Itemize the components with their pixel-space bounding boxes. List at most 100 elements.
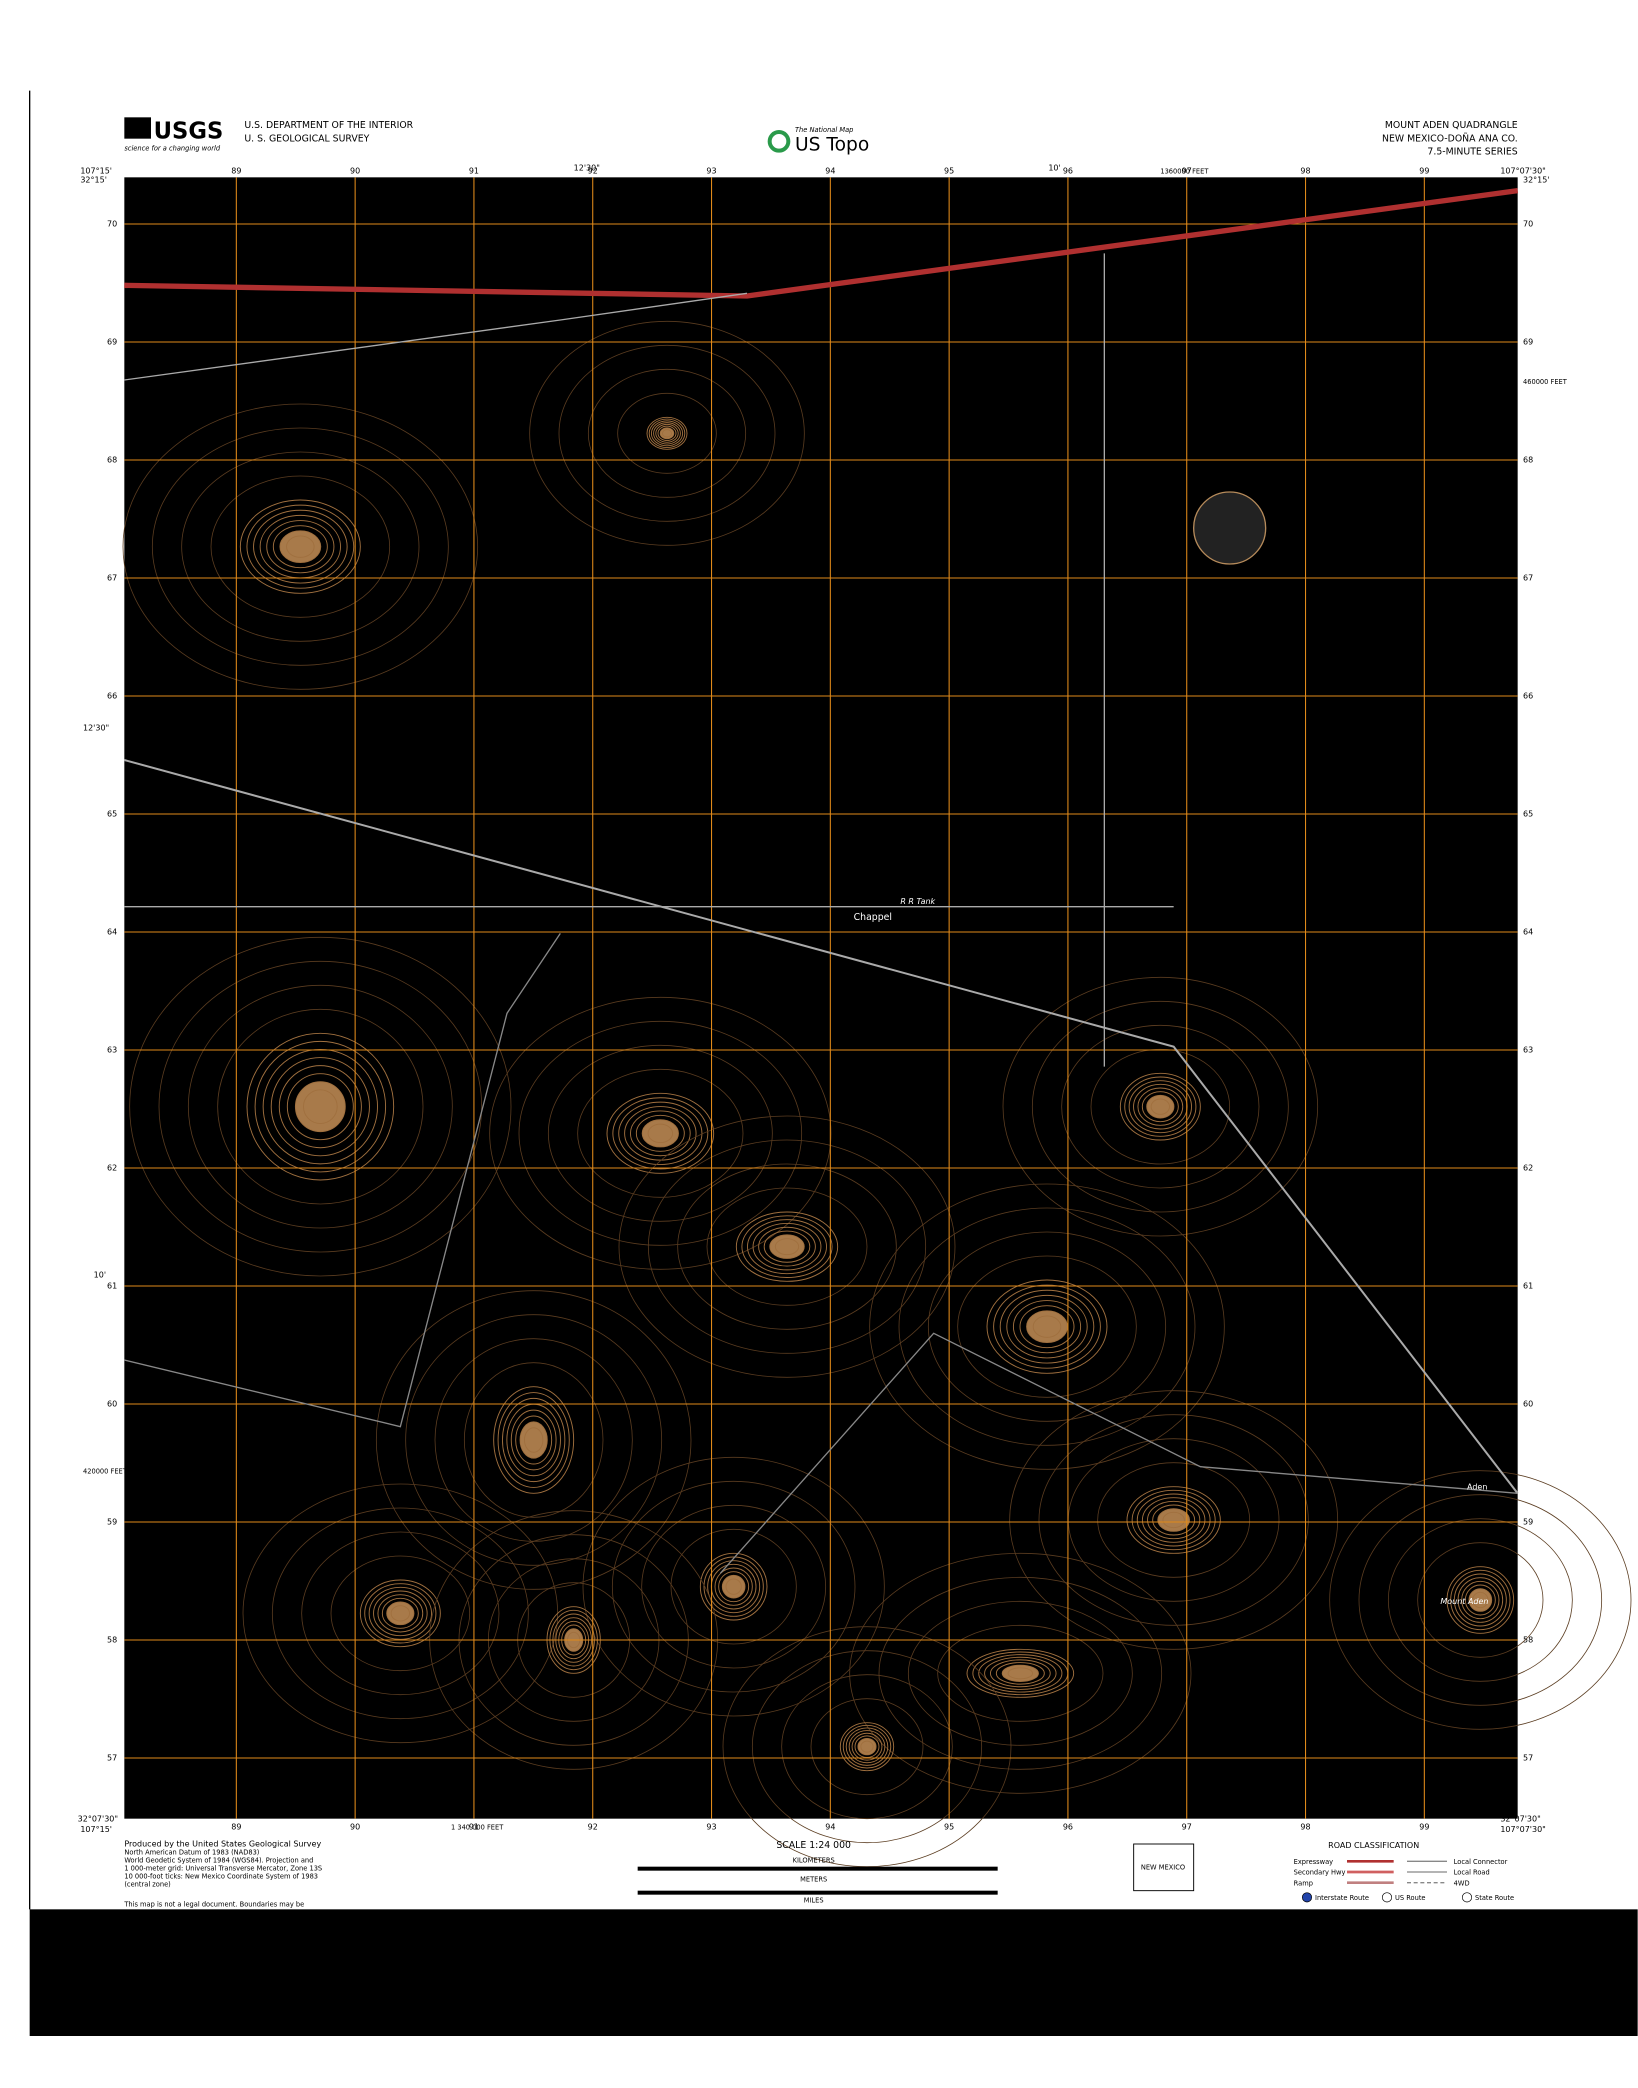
quad-title: MOUNT ADEN QUADRANGLE (1385, 120, 1518, 131)
corner-label: 107°07'30" (1500, 166, 1546, 175)
contour (359, 1579, 441, 1648)
contour (647, 1139, 927, 1354)
contour (707, 1560, 761, 1614)
production-line: World Geodetic System of 1984 (WGS84). P… (124, 1857, 313, 1865)
agency: U. S. GEOLOGICAL SURVEY (244, 133, 369, 144)
contour (330, 1555, 471, 1672)
contour (1417, 1542, 1544, 1658)
contour (718, 1571, 750, 1603)
contour (989, 1659, 1051, 1688)
contour (547, 1044, 773, 1222)
contour (869, 1183, 1225, 1470)
contour (1358, 1494, 1603, 1706)
northing-label: 60 (107, 1400, 117, 1409)
easting-label: 90 (350, 166, 360, 175)
road-legend-label: Local Road (1454, 1869, 1490, 1877)
contour (1012, 1300, 1082, 1354)
contour (210, 475, 391, 618)
northing-label: 61 (107, 1282, 117, 1291)
contour (493, 1386, 575, 1494)
contour (1150, 1098, 1170, 1115)
contour (377, 1594, 424, 1633)
road-legend-label: Local Connector (1454, 1858, 1508, 1866)
bottom-band (29, 1909, 1638, 2036)
contour (1006, 1294, 1088, 1359)
contour (907, 1600, 1133, 1746)
production-line: Produced by the United States Geological… (124, 1840, 321, 1849)
contour (978, 1654, 1063, 1693)
contour (271, 1507, 529, 1720)
logo-text: USGS (154, 119, 224, 145)
easting-label: 96 (1063, 1822, 1073, 1831)
route-label: Interstate Route (1315, 1894, 1369, 1902)
contour (246, 1032, 395, 1181)
contour (1032, 1315, 1062, 1338)
contour (1472, 1591, 1489, 1609)
contour (187, 984, 453, 1229)
road (719, 1332, 1518, 1574)
contour (1387, 1518, 1573, 1682)
contour (995, 1662, 1045, 1685)
road (124, 292, 748, 381)
quad-area: NEW MEXICO-DOÑA ANA CO. (1382, 133, 1518, 144)
road-legend: Expressway Secondary Hwy Ramp Local Connect… (1294, 1858, 1514, 1903)
contour (618, 1101, 703, 1165)
road-legend-label: Ramp (1294, 1879, 1313, 1887)
easting-label: 92 (588, 166, 598, 175)
northing-label: 67 (107, 574, 117, 583)
easting-label: 94 (825, 166, 835, 175)
road-title: ROAD CLASSIFICATION (1328, 1841, 1419, 1850)
contour (122, 403, 479, 690)
road (124, 932, 561, 1428)
easting-label: 95 (944, 1822, 954, 1831)
contour (158, 960, 483, 1253)
contour (254, 1040, 387, 1173)
easting-label: 97 (1182, 1822, 1192, 1831)
production-line: (central zone) (124, 1881, 171, 1889)
easting-label: 94 (825, 1822, 835, 1831)
contour (763, 1230, 811, 1263)
contour (489, 996, 832, 1270)
corner-label: 12'30" (83, 724, 109, 733)
contour (373, 1590, 428, 1637)
northing-label: 61 (1523, 1282, 1533, 1291)
contour (239, 499, 361, 594)
northing-label: 64 (1523, 928, 1533, 937)
contour (515, 1415, 553, 1465)
easting-label: 97 (1182, 166, 1192, 175)
scale-unit: KILOMETERS (793, 1857, 835, 1865)
contour (1038, 1414, 1309, 1626)
easting-label: 95 (944, 166, 954, 175)
scale-bar (637, 1890, 998, 1895)
road-legend-label: Secondary Hwy (1294, 1869, 1346, 1877)
corner-label: 107°15' (80, 166, 112, 175)
contour (810, 1698, 924, 1796)
easting-label: 93 (706, 1822, 716, 1831)
contour (650, 420, 684, 447)
production-line: 1 000-meter grid: Universal Transverse M… (124, 1865, 322, 1873)
contour (611, 1480, 856, 1693)
production-notes: Produced by the United States Geological… (124, 1840, 322, 1889)
contour (1031, 1000, 1289, 1213)
northing-label: 58 (107, 1636, 117, 1645)
contour (278, 1065, 362, 1149)
contour (301, 1531, 500, 1696)
crater (1192, 491, 1267, 565)
contour (390, 1605, 411, 1622)
agency: U.S. DEPARTMENT OF THE INTERIOR (244, 120, 413, 131)
easting-label: 93 (706, 166, 716, 175)
northing-label: 57 (107, 1754, 117, 1763)
contour (957, 1255, 1137, 1398)
contour (781, 1674, 953, 1820)
northing-label: 66 (107, 692, 117, 701)
contour (839, 1722, 895, 1772)
northing-label: 70 (107, 220, 117, 229)
contour (647, 1123, 674, 1143)
northing-label: 64 (107, 928, 117, 937)
feet-label: 460000 FEET (1523, 378, 1568, 386)
easting-label: 90 (350, 1822, 360, 1831)
northing-label: 63 (1523, 1046, 1533, 1055)
contour (1131, 1489, 1216, 1551)
contour (657, 425, 677, 442)
northing-label: 62 (1523, 1164, 1533, 1173)
